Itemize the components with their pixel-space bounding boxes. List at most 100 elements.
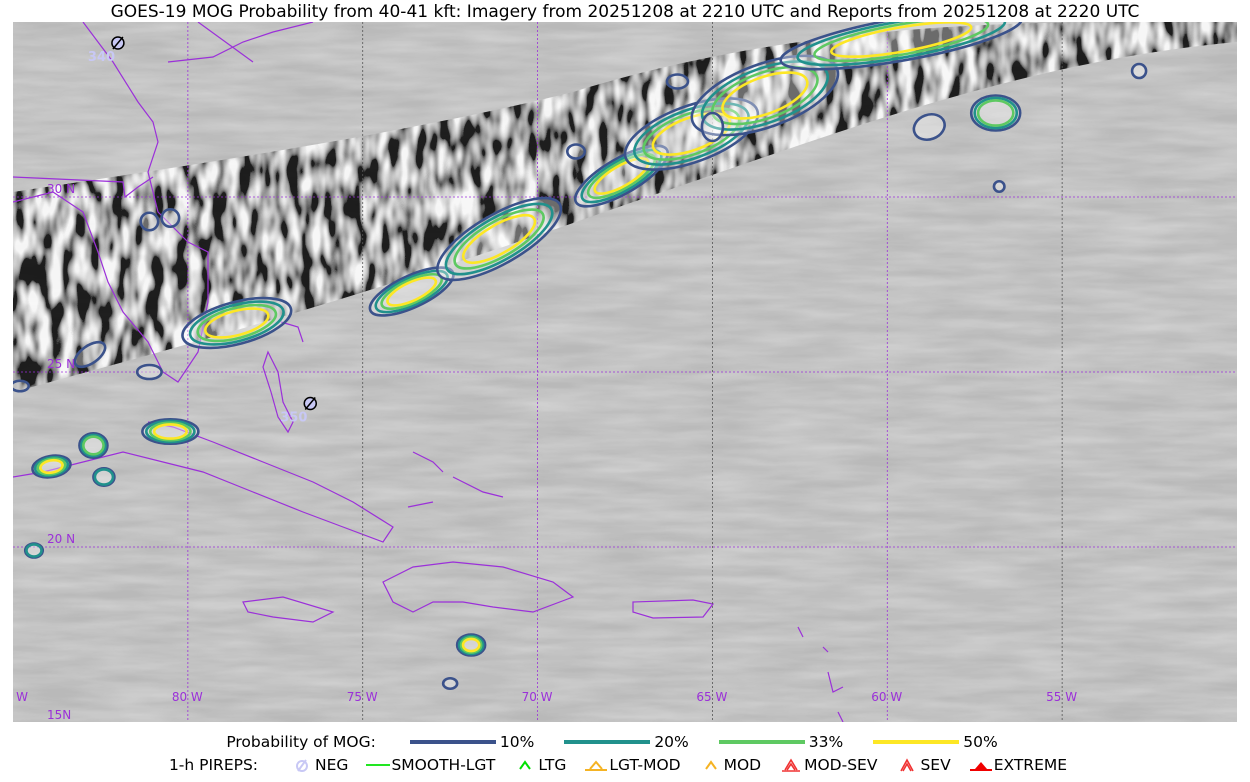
contour-50 <box>721 71 809 120</box>
contour-33 <box>196 303 278 343</box>
neg-slash <box>304 397 316 410</box>
lon-label: 65 W <box>696 690 727 704</box>
pirep-legend-item-lgt-mod: LGT-MOD <box>584 756 681 774</box>
legend-label: 10% <box>499 733 535 751</box>
legend-line-swatch <box>718 740 805 744</box>
contour-20 <box>374 269 449 314</box>
contour-group <box>573 144 670 208</box>
contour-10 <box>912 112 946 142</box>
contour-33 <box>642 107 741 161</box>
contour-50 <box>651 112 732 156</box>
pirep-legend-label: LGT-MOD <box>609 756 681 774</box>
contour-20 <box>25 543 43 558</box>
contour-10 <box>665 73 690 90</box>
graticule-labels: 85 W 80 W 75 W 70 W 65 W 60 W 55 W 30 N 25 N 20 N… <box>13 182 1077 722</box>
neg-slashed-circle-icon <box>290 758 314 772</box>
pirep-legend-item-extreme: EXTREME <box>969 756 1067 774</box>
contour-33 <box>710 65 819 126</box>
pirep-legend-item-mod-sev: MOD-SEV <box>779 756 877 774</box>
contour-33 <box>976 99 1015 127</box>
contour-group <box>441 676 459 691</box>
caret-icon <box>699 758 723 772</box>
pirep-markers: 340 350 <box>88 36 318 426</box>
double-caret-bar-icon <box>779 757 803 773</box>
contour-group <box>31 454 72 479</box>
pirep-legend-item-smooth-lgt: SMOOTH-LGT <box>366 756 495 774</box>
contour-group <box>139 211 160 232</box>
contour-50 <box>461 213 537 265</box>
contour-20 <box>457 634 485 656</box>
contour-50 <box>152 423 188 440</box>
pirep-legend-label: MOD-SEV <box>804 756 878 774</box>
caret-bar-icon <box>584 758 608 772</box>
contour-group <box>181 296 293 350</box>
lon-label: 85 W <box>13 690 28 704</box>
contour-10 <box>700 111 725 143</box>
contour-group <box>92 466 116 488</box>
contour-10 <box>573 144 670 208</box>
pirep-legend-item-mod: MOD <box>699 756 762 774</box>
contour-50 <box>593 157 650 195</box>
contour-20 <box>796 22 1007 67</box>
caret-icon <box>513 758 537 772</box>
contour-group <box>141 417 200 446</box>
contour-33 <box>813 22 990 63</box>
lat-label: 20 N <box>47 532 75 546</box>
lat-label: 30 N <box>47 182 75 196</box>
lon-label: 80 W <box>172 690 203 704</box>
contour-10 <box>13 379 31 393</box>
contour-group <box>13 379 31 393</box>
contour-20 <box>93 468 115 486</box>
contour-20 <box>188 300 285 346</box>
contour-20 <box>80 433 107 458</box>
pirep-legend-label: EXTREME <box>993 756 1068 774</box>
legend-label: 33% <box>808 733 844 751</box>
contour-20 <box>973 96 1019 130</box>
contour-10 <box>779 22 1024 71</box>
contour-20 <box>33 455 70 478</box>
pirep-legend-label: MOD <box>723 756 762 774</box>
contour-33 <box>148 421 192 442</box>
map-title: GOES-19 MOG Probability from 40-41 kft: … <box>110 2 1140 22</box>
contour-33 <box>82 435 105 456</box>
contour-group <box>912 112 946 142</box>
contour-10 <box>160 207 181 229</box>
pirep-legend-label: SMOOTH-LGT <box>391 756 496 774</box>
contour-10 <box>436 196 563 282</box>
contour-group <box>436 196 563 282</box>
graticule <box>13 22 1237 722</box>
contour-20 <box>145 419 196 444</box>
contour-group <box>969 94 1022 132</box>
contour-group <box>23 542 45 559</box>
pirep-legend: 1-h PIREPS: NEG SMOOTH-LGT LTG LGT-MOD MOD MO… <box>0 756 1250 774</box>
pirep-legend-label: SEV <box>920 756 951 774</box>
pirep-legend-item-ltg: LTG <box>513 756 566 774</box>
legend-line-swatch <box>409 740 496 744</box>
lon-label: 55 W <box>1046 690 1077 704</box>
contour-20 <box>633 102 750 166</box>
legend-item-10: 10% <box>409 733 535 751</box>
contour-group <box>455 633 487 657</box>
legend-line-swatch <box>564 740 651 744</box>
contour-group <box>78 431 109 460</box>
contour-50 <box>461 637 481 653</box>
contour-10 <box>73 340 107 369</box>
contour-33 <box>459 636 483 654</box>
lat-label: 15N <box>47 708 71 722</box>
pirep-altitude-label: 340 <box>88 50 115 65</box>
contour-group <box>160 207 181 229</box>
pirep-legend-label: LTG <box>538 756 567 774</box>
contour-20 <box>700 60 830 131</box>
contour-10 <box>135 363 163 381</box>
legend-label: 50% <box>963 733 998 751</box>
double-caret-icon <box>895 757 919 773</box>
contour-20 <box>444 202 554 276</box>
contour-33 <box>586 152 657 200</box>
contour-10 <box>441 676 459 691</box>
contour-50 <box>204 307 270 339</box>
contour-group <box>992 179 1006 194</box>
contour-group <box>623 97 760 171</box>
contour-10 <box>139 211 160 232</box>
legend-line-swatch <box>873 740 960 744</box>
neg-slash <box>112 36 124 50</box>
